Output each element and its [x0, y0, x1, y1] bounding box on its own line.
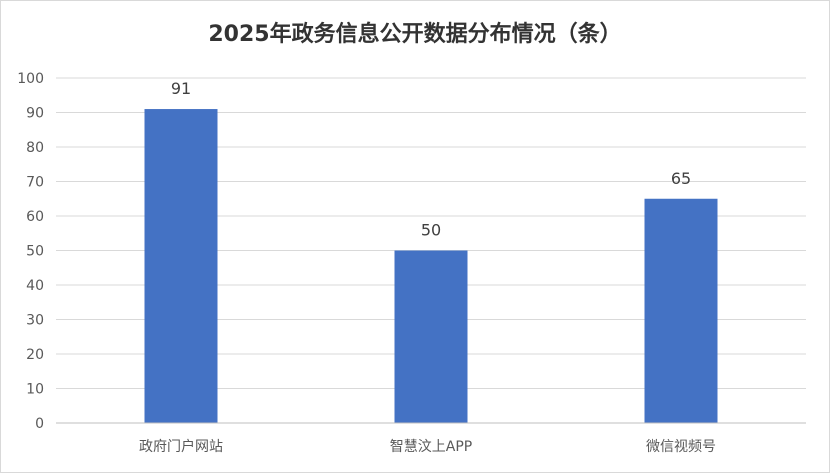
chart-title: 2025年政务信息公开数据分布情况（条）	[208, 22, 622, 47]
y-tick-label: 0	[35, 416, 44, 432]
y-tick-label: 70	[26, 175, 44, 191]
y-axis: 0 10 20 30 40 50 60 70 80 90 100	[17, 71, 44, 432]
x-axis: 政府门户网站 智慧汶上APP 微信视频号	[56, 422, 806, 455]
y-tick-label: 50	[26, 244, 44, 260]
bar	[644, 198, 718, 423]
data-label: 91	[171, 79, 191, 98]
y-tick-label: 90	[26, 106, 44, 122]
data-label: 65	[671, 169, 691, 188]
x-tick-label: 微信视频号	[646, 439, 716, 455]
y-tick-label: 60	[26, 209, 44, 225]
y-tick-label: 10	[26, 382, 44, 398]
y-tick-label: 80	[26, 140, 44, 156]
bar	[394, 250, 468, 423]
bar	[144, 109, 218, 424]
x-tick-label: 政府门户网站	[139, 438, 223, 455]
y-tick-label: 20	[26, 347, 44, 363]
x-tick-label: 智慧汶上APP	[390, 438, 472, 455]
y-tick-label: 40	[26, 278, 44, 294]
bars: 91 50 65	[144, 79, 718, 424]
y-tick-label: 30	[26, 313, 44, 329]
y-tick-label: 100	[17, 71, 44, 87]
data-label: 50	[421, 221, 441, 240]
